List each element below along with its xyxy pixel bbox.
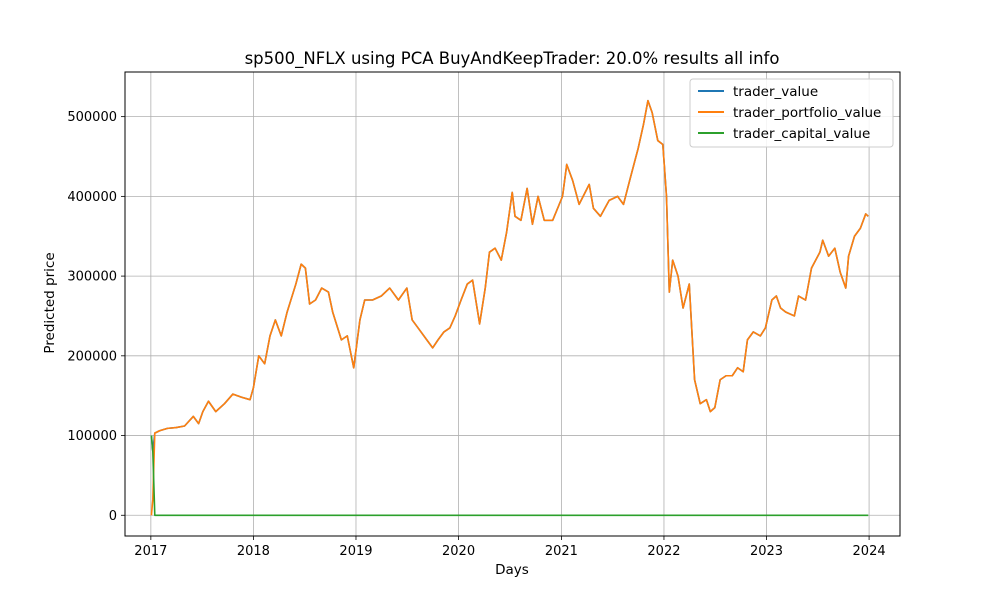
x-axis: 2017 2018 2019 2020 2021 2022 2023 2024 [134, 536, 886, 559]
y-tick-label: 500000 [67, 110, 117, 125]
legend-entry-label: trader_capital_value [733, 126, 870, 142]
axes-frame [124, 71, 901, 537]
series-group [150, 99, 869, 517]
series-line-trader-portfolio-value [150, 99, 869, 516]
x-axis-label: Days [495, 562, 529, 578]
y-tick-label: 0 [109, 509, 117, 524]
x-tick-label: 2023 [750, 544, 783, 559]
series-line-trader-capital-value [150, 435, 869, 517]
x-tick-label: 2020 [442, 544, 475, 559]
legend-entry-label: trader_value [733, 84, 818, 100]
x-tick-label: 2021 [545, 544, 578, 559]
y-tick-label: 400000 [67, 190, 117, 205]
y-tick-label: 100000 [67, 429, 117, 444]
y-axis-label: Predicted price [42, 252, 58, 353]
x-tick-label: 2022 [647, 544, 680, 559]
y-tick-label: 300000 [67, 270, 117, 285]
y-axis: 0 100000 200000 300000 400000 500000 [67, 110, 125, 524]
legend: trader_value trader_portfolio_valuetrader… [689, 78, 894, 148]
x-tick-label: 2024 [853, 544, 886, 559]
y-tick-label: 200000 [67, 349, 117, 364]
chart-title: sp500_NFLX using PCA BuyAndKeepTrader: 2… [245, 49, 780, 69]
x-tick-label: 2017 [134, 544, 167, 559]
x-tick-label: 2019 [339, 544, 372, 559]
legend-entry-label: trader_portfolio_value [733, 105, 881, 121]
x-tick-label: 2018 [237, 544, 270, 559]
legend-box [689, 78, 894, 148]
